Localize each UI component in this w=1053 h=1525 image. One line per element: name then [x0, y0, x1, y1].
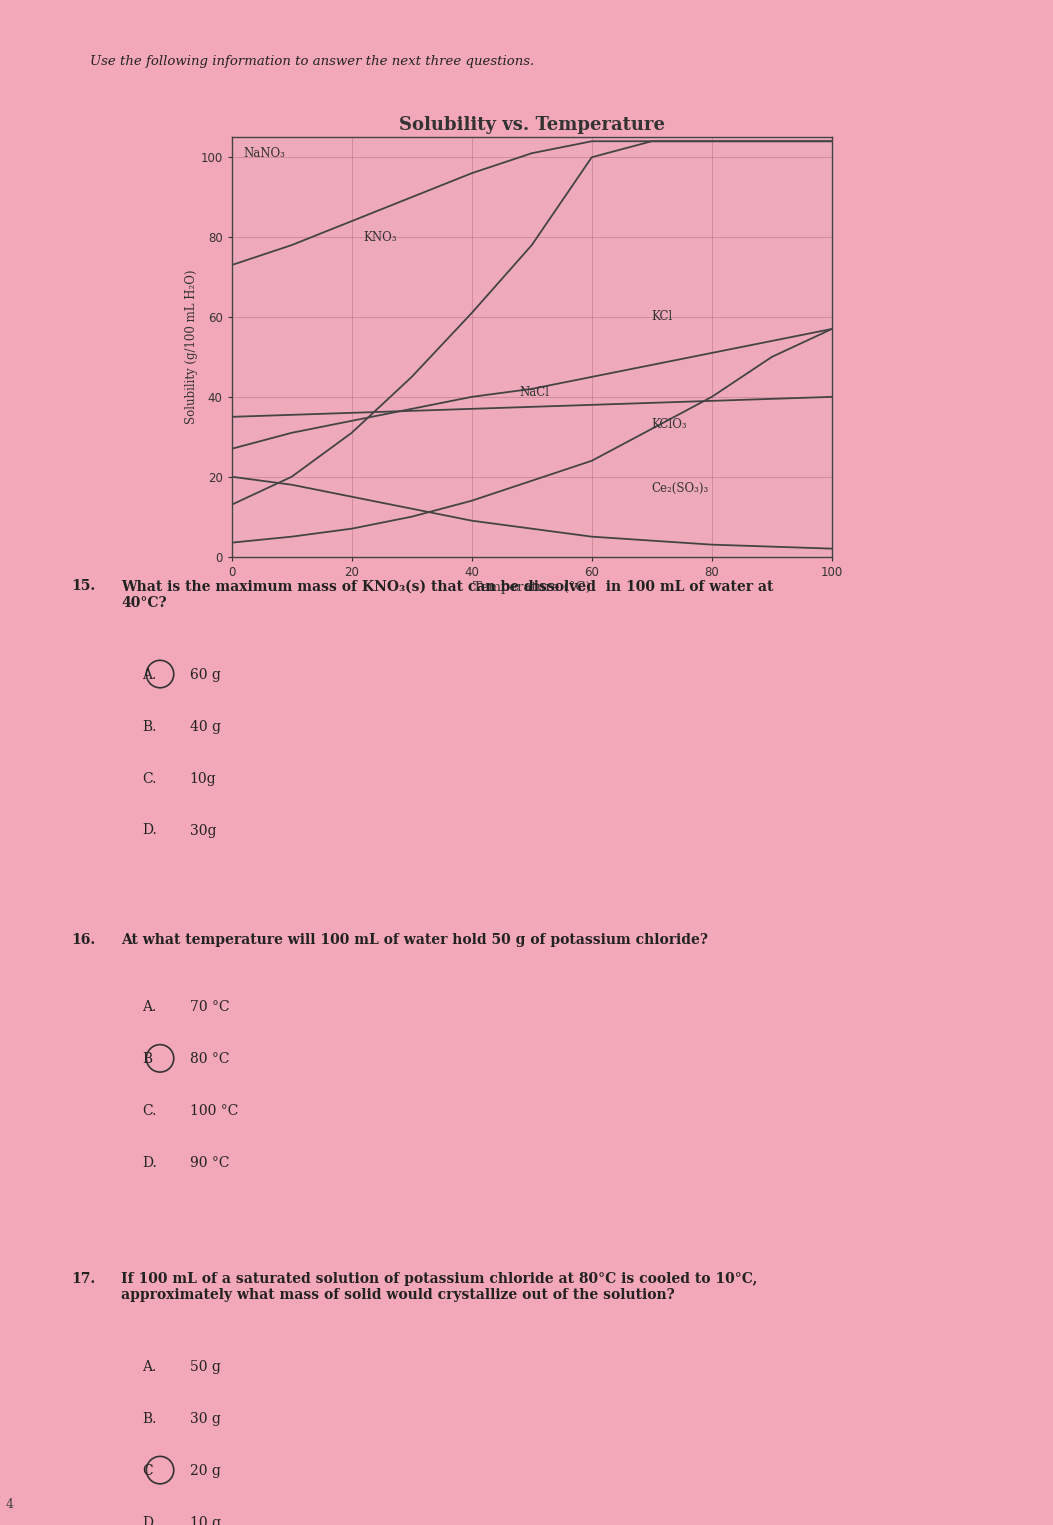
Text: C.: C.: [142, 1104, 157, 1118]
Text: 80 °C: 80 °C: [190, 1052, 230, 1066]
Text: A.: A.: [142, 1360, 157, 1374]
Text: What is the maximum mass of KNO₃(s) that can be dissolved  in 100 mL of water at: What is the maximum mass of KNO₃(s) that…: [121, 580, 774, 610]
Text: 30 g: 30 g: [190, 1412, 220, 1426]
Text: At what temperature will 100 mL of water hold 50 g of potassium chloride?: At what temperature will 100 mL of water…: [121, 933, 708, 947]
Text: NaCl: NaCl: [520, 386, 550, 400]
Text: 90 °C: 90 °C: [190, 1156, 230, 1170]
Text: D.: D.: [142, 1516, 157, 1525]
Text: 40 g: 40 g: [190, 720, 220, 734]
Text: KCl: KCl: [652, 311, 673, 323]
Title: Solubility vs. Temperature: Solubility vs. Temperature: [399, 116, 664, 134]
Text: 30g: 30g: [190, 824, 216, 837]
Text: B.: B.: [142, 1412, 157, 1426]
Text: 10 g: 10 g: [190, 1516, 220, 1525]
Text: Use the following information to answer the next three questions.: Use the following information to answer …: [90, 55, 534, 69]
Text: B.: B.: [142, 720, 157, 734]
Text: KNO₃: KNO₃: [363, 230, 397, 244]
Text: C.: C.: [142, 772, 157, 785]
Y-axis label: Solubility (g/100 mL H₂O): Solubility (g/100 mL H₂O): [184, 270, 198, 424]
Text: D.: D.: [142, 1156, 157, 1170]
Text: Ce₂(SO₃)₃: Ce₂(SO₃)₃: [652, 482, 709, 496]
Text: 10g: 10g: [190, 772, 216, 785]
Text: If 100 mL of a saturated solution of potassium chloride at 80°C is cooled to 10°: If 100 mL of a saturated solution of pot…: [121, 1272, 757, 1302]
Text: 15.: 15.: [72, 580, 96, 593]
Text: 60 g: 60 g: [190, 668, 220, 682]
Text: NaNO₃: NaNO₃: [243, 146, 285, 160]
Text: 4: 4: [5, 1498, 14, 1511]
X-axis label: Temperature (°C): Temperature (°C): [473, 581, 591, 595]
Text: 100 °C: 100 °C: [190, 1104, 238, 1118]
Text: B: B: [142, 1052, 153, 1066]
Text: D.: D.: [142, 824, 157, 837]
Text: 17.: 17.: [72, 1272, 96, 1286]
Text: 20 g: 20 g: [190, 1464, 220, 1478]
Text: 50 g: 50 g: [190, 1360, 220, 1374]
Text: A.: A.: [142, 668, 157, 682]
Text: C: C: [142, 1464, 153, 1478]
Text: 16.: 16.: [72, 933, 96, 947]
Text: KClO₃: KClO₃: [652, 418, 688, 432]
Text: 70 °C: 70 °C: [190, 1000, 230, 1014]
Text: A.: A.: [142, 1000, 157, 1014]
